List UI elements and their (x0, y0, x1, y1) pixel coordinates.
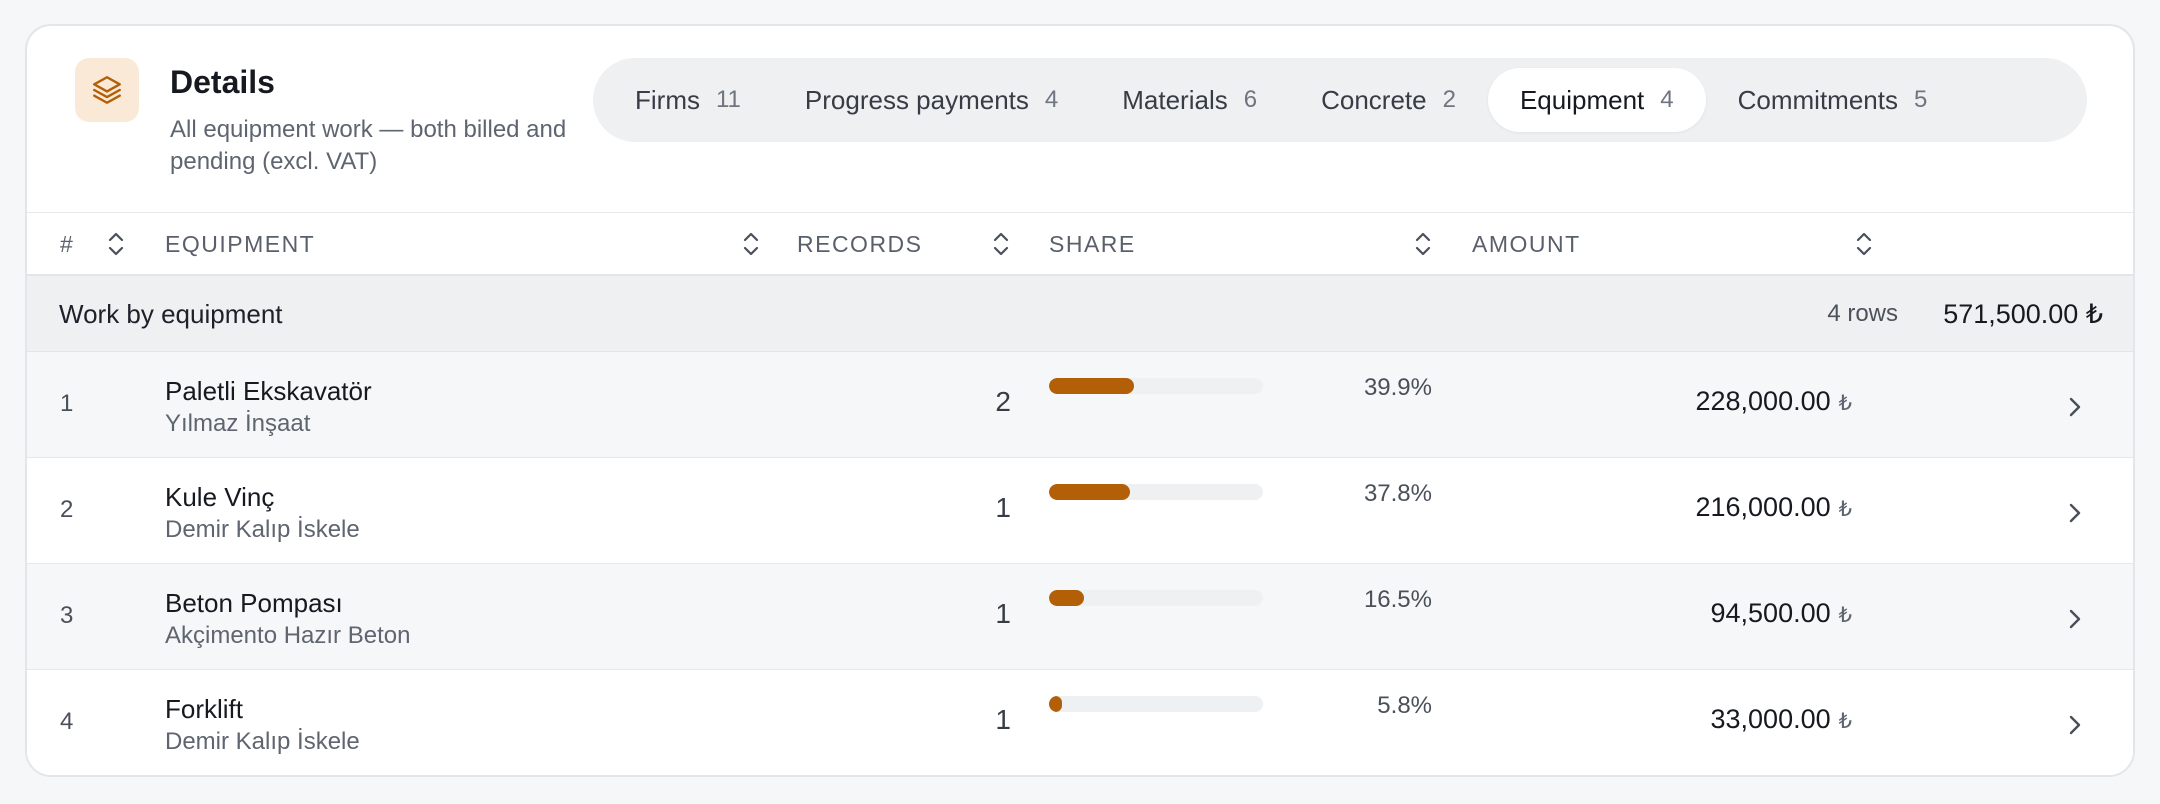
tab-count: 6 (1243, 86, 1258, 113)
amount: 228,000.00 ₺ (1527, 386, 1852, 417)
currency: ₺ (1838, 604, 1852, 627)
amount-value: 33,000.00 (1710, 704, 1831, 734)
tab-label: Concrete (1321, 84, 1427, 115)
records-count: 1 (995, 598, 1011, 629)
tab-progress-payments[interactable]: Progress payments 4 (773, 68, 1090, 132)
tab-count: 2 (1442, 86, 1456, 113)
table-header: # EQUIPMENT RECORDS SHARE AMOUNT (27, 212, 2133, 276)
group-row: Work by equipment 4 rows 571,500.00 ₺ (27, 276, 2133, 352)
equipment-name: Forklift (165, 694, 243, 724)
tab-label: Progress payments (804, 84, 1029, 115)
tab-label: Firms (635, 84, 700, 115)
share-percent: 16.5% (1363, 586, 1432, 613)
card-header: Details All equipment work — both billed… (27, 26, 2133, 212)
share-percent: 39.9% (1363, 374, 1432, 401)
share-bar (1049, 484, 1263, 500)
row-number: 3 (60, 602, 74, 629)
tab-count: 4 (1044, 86, 1059, 113)
chevron-right-icon[interactable] (2063, 392, 2087, 422)
table-row[interactable]: 4 Forklift Demir Kalıp İskele 1 5.8% 33,… (27, 670, 2133, 775)
records-count: 2 (995, 386, 1011, 417)
column-header-num: # (60, 230, 75, 257)
share-bar (1049, 696, 1263, 712)
page-title: Details (170, 64, 275, 100)
firm-name: Demir Kalıp İskele (165, 516, 360, 543)
amount: 216,000.00 ₺ (1527, 492, 1852, 523)
tab-label: Commitments (1737, 84, 1898, 115)
layers-icon (75, 58, 139, 122)
amount: 33,000.00 ₺ (1527, 704, 1853, 735)
share-bar-fill (1049, 484, 1130, 500)
firm-name: Akçimento Hazır Beton (165, 622, 411, 649)
share-bar-fill (1049, 590, 1085, 606)
records-count: 1 (995, 704, 1011, 735)
currency: ₺ (1838, 710, 1852, 733)
tab-materials[interactable]: Materials 6 (1090, 68, 1289, 132)
amount-value: 94,500.00 (1710, 598, 1831, 628)
share-percent: 5.8% (1377, 692, 1432, 719)
tab-equipment[interactable]: Equipment 4 (1487, 68, 1706, 132)
share-percent: 37.8% (1363, 480, 1432, 507)
sort-icon[interactable] (989, 227, 1013, 261)
tab-label: Equipment (1519, 84, 1645, 115)
share-bar-fill (1049, 378, 1135, 394)
chevron-right-icon[interactable] (2063, 604, 2087, 634)
tab-count: 11 (715, 86, 741, 113)
amount-value: 228,000.00 (1695, 386, 1831, 416)
amount-value: 216,000.00 (1695, 492, 1831, 522)
group-title: Work by equipment (59, 298, 283, 329)
table-row[interactable]: 2 Kule Vinç Demir Kalıp İskele 1 37.8% 2… (27, 458, 2133, 564)
tab-count: 4 (1660, 86, 1674, 113)
sort-icon[interactable] (104, 227, 128, 261)
records-count: 1 (995, 492, 1011, 523)
group-total: 571,500.00 ₺ (1943, 298, 2103, 329)
tab-bar: Firms 11 Progress payments 4 Materials 6… (593, 58, 2087, 142)
currency: ₺ (1838, 392, 1852, 415)
firm-name: Demir Kalıp İskele (165, 728, 360, 755)
column-header-equipment[interactable]: EQUIPMENT (165, 230, 316, 257)
amount: 94,500.00 ₺ (1527, 598, 1853, 629)
column-header-records[interactable]: RECORDS (797, 230, 923, 257)
row-number: 4 (60, 708, 74, 735)
currency: ₺ (1838, 498, 1852, 521)
tab-firms[interactable]: Firms 11 (603, 68, 773, 132)
tab-concrete[interactable]: Concrete 2 (1289, 68, 1488, 132)
tab-label: Materials (1122, 84, 1228, 115)
chevron-right-icon[interactable] (2063, 710, 2087, 740)
page-subtitle: All equipment work — both billed and pen… (170, 116, 567, 175)
equipment-name: Paletli Ekskavatör (165, 376, 372, 406)
row-number: 1 (60, 390, 74, 417)
column-header-share[interactable]: SHARE (1049, 230, 1136, 257)
share-bar-fill (1049, 696, 1062, 712)
row-number: 2 (60, 496, 74, 523)
equipment-name: Kule Vinç (165, 482, 275, 512)
firm-name: Yılmaz İnşaat (165, 410, 311, 437)
sort-icon[interactable] (739, 227, 763, 261)
details-card: Details All equipment work — both billed… (25, 24, 2135, 777)
sort-icon[interactable] (1411, 227, 1435, 261)
table-row[interactable]: 1 Paletli Ekskavatör Yılmaz İnşaat 2 39.… (27, 352, 2133, 458)
column-header-amount[interactable]: AMOUNT (1472, 230, 1581, 257)
chevron-right-icon[interactable] (2063, 498, 2087, 528)
sort-icon[interactable] (1852, 227, 1876, 261)
tab-commitments[interactable]: Commitments 5 (1706, 68, 1960, 132)
table-row[interactable]: 3 Beton Pompası Akçimento Hazır Beton 1 … (27, 564, 2133, 670)
share-bar (1049, 590, 1263, 606)
tab-count: 5 (1913, 86, 1928, 113)
equipment-name: Beton Pompası (165, 588, 343, 618)
share-bar (1049, 378, 1263, 394)
group-row-count: 4 rows (1827, 300, 1898, 327)
